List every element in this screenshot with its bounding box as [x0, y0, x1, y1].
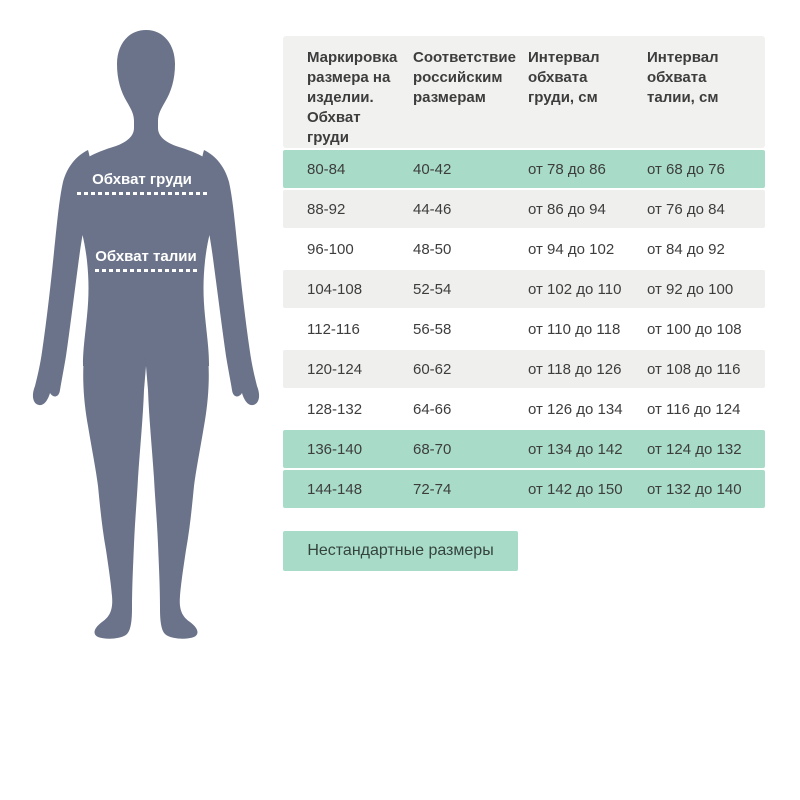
cell-chest-interval: от 134 до 142 [528, 440, 623, 458]
chest-measure-label: Обхват груди [92, 171, 192, 188]
table-row: 144-148 72-74 от 142 до 150 от 132 до 14… [283, 470, 765, 508]
cell-waist-interval: от 68 до 76 [647, 160, 725, 178]
waist-measure-label: Обхват талии [95, 248, 197, 265]
table-row: 96-100 48-50 от 94 до 102 от 84 до 92 [283, 230, 765, 268]
size-table: Маркировка размера на изделии. Обхват гр… [283, 36, 765, 571]
non-standard-sizes-button[interactable]: Нестандартные размеры [283, 531, 518, 571]
table-row: 88-92 44-46 от 86 до 94 от 76 до 84 [283, 190, 765, 228]
cell-marking: 96-100 [307, 240, 354, 258]
cell-russian-size: 68-70 [413, 440, 452, 458]
table-row: 136-140 68-70 от 134 до 142 от 124 до 13… [283, 430, 765, 468]
male-silhouette: Обхват груди Обхват талии [30, 28, 262, 643]
column-header-russian-size: Соответствие российским размерам [413, 49, 516, 106]
cell-russian-size: 44-46 [413, 200, 452, 218]
cell-marking: 112-116 [307, 320, 360, 338]
cell-russian-size: 64-66 [413, 400, 452, 418]
cell-chest-interval: от 142 до 150 [528, 480, 623, 498]
cell-marking: 104-108 [307, 280, 363, 298]
cell-russian-size: 52-54 [413, 280, 452, 298]
cell-marking: 88-92 [307, 200, 346, 218]
cell-chest-interval: от 110 до 118 [528, 320, 621, 338]
silhouette-svg [32, 30, 260, 639]
waist-measure-line [95, 269, 197, 272]
cell-marking: 120-124 [307, 360, 363, 378]
table-row: 128-132 64-66 от 126 до 134 от 116 до 12… [283, 390, 765, 428]
right-leg-shape [146, 356, 209, 639]
left-arm-shape [32, 150, 92, 406]
cell-waist-interval: от 132 до 140 [647, 480, 742, 498]
table-header-row: Маркировка размера на изделии. Обхват гр… [283, 36, 765, 148]
column-header-marking: Маркировка размера на изделии. Обхват гр… [307, 49, 398, 146]
cell-chest-interval: от 94 до 102 [528, 240, 615, 258]
table-row: 120-124 60-62 от 118 до 126 от 108 до 11… [283, 350, 765, 388]
cell-marking: 136-140 [307, 440, 363, 458]
table-row: 104-108 52-54 от 102 до 110 от 92 до 100 [283, 270, 765, 308]
cell-marking: 80-84 [307, 160, 346, 178]
cell-waist-interval: от 124 до 132 [647, 440, 742, 458]
left-leg-shape [83, 356, 146, 639]
cell-russian-size: 60-62 [413, 360, 452, 378]
cell-waist-interval: от 108 до 116 [647, 360, 741, 378]
cell-chest-interval: от 102 до 110 [528, 280, 622, 298]
chest-measure-line [77, 192, 207, 195]
right-arm-shape [200, 150, 260, 406]
cell-chest-interval: от 118 до 126 [528, 360, 622, 378]
cell-waist-interval: от 92 до 100 [647, 280, 734, 298]
torso-shape [68, 115, 224, 366]
cell-marking: 144-148 [307, 480, 363, 498]
cell-russian-size: 72-74 [413, 480, 452, 498]
cell-marking: 128-132 [307, 400, 363, 418]
cell-russian-size: 56-58 [413, 320, 452, 338]
cell-chest-interval: от 126 до 134 [528, 400, 623, 418]
cell-waist-interval: от 116 до 124 [647, 400, 741, 418]
cell-russian-size: 40-42 [413, 160, 452, 178]
cell-russian-size: 48-50 [413, 240, 452, 258]
cell-waist-interval: от 84 до 92 [647, 240, 725, 258]
table-row: 112-116 56-58 от 110 до 118 от 100 до 10… [283, 310, 765, 348]
table-row: 80-84 40-42 от 78 до 86 от 68 до 76 [283, 150, 765, 188]
head-shape [117, 30, 175, 121]
cell-chest-interval: от 78 до 86 [528, 160, 606, 178]
cell-waist-interval: от 76 до 84 [647, 200, 725, 218]
cell-waist-interval: от 100 до 108 [647, 320, 742, 338]
cell-chest-interval: от 86 до 94 [528, 200, 606, 218]
column-header-chest-interval: Интервал обхвата груди, см [528, 49, 600, 106]
column-header-waist-interval: Интервал обхвата талии, см [647, 49, 719, 106]
